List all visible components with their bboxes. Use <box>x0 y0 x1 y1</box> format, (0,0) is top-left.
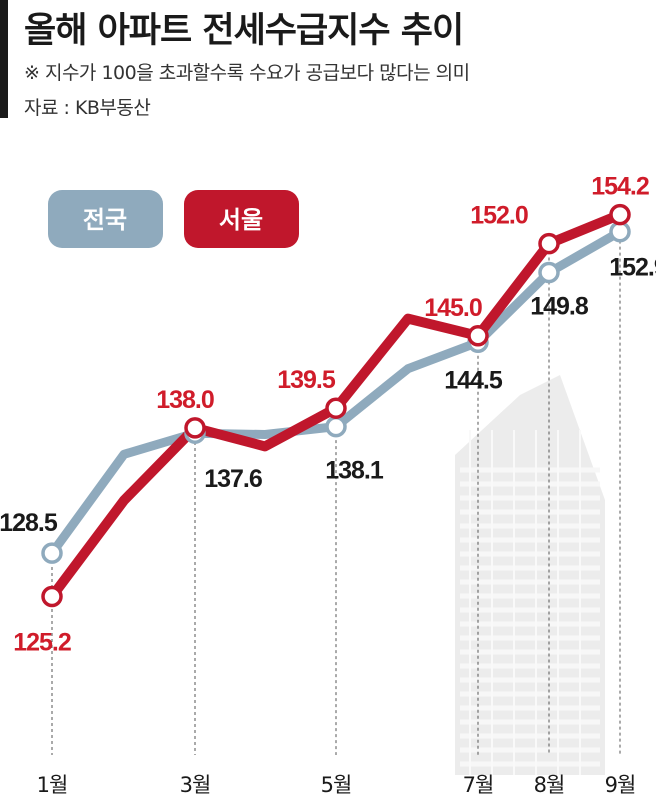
legend-swatch-national <box>48 190 163 248</box>
data-label-national-month-3: 137.6 <box>204 465 262 493</box>
marker-seoul-month-8 <box>538 232 560 255</box>
marker-seoul-month-3 <box>184 417 206 439</box>
x-tick-label-month-8: 8월 <box>534 773 565 797</box>
legend-label-national: 전국 <box>83 206 127 234</box>
chart-header: 올해 아파트 전세수급지수 추이 ※ 지수가 100을 초과할수록 수요가 공급… <box>0 0 656 120</box>
data-label-national-month-1: 128.5 <box>0 509 58 537</box>
chart-title: 올해 아파트 전세수급지수 추이 <box>24 11 464 51</box>
x-tick-label-month-1: 1월 <box>37 773 68 797</box>
background-building-illustration <box>455 375 605 775</box>
x-tick-label-month-3: 3월 <box>180 773 211 797</box>
marker-national-month-1 <box>41 542 63 564</box>
chart-subtitle: ※ 지수가 100을 초과할수록 수요가 공급보다 많다는 의미 <box>24 62 470 84</box>
chart-source: 자료 : KB부동산 <box>24 97 151 119</box>
x-tick-label-month-9: 9월 <box>605 773 636 797</box>
data-label-national-month-7: 144.5 <box>444 366 503 394</box>
x-tick-label-month-5: 5월 <box>321 773 352 797</box>
marker-seoul-month-1 <box>41 585 63 608</box>
data-label-national-month-8: 149.8 <box>530 293 589 321</box>
series-markers <box>41 203 631 608</box>
data-labels: 128.5 137.6 138.1 144.5 149.8 152.9 125.2 138.0… <box>0 173 656 657</box>
marker-national-month-9 <box>609 220 631 243</box>
data-label-seoul-month-3: 138.0 <box>156 386 214 414</box>
x-axis-tick-labels: 1월 3월 5월 7월 8월 9월 <box>37 773 637 797</box>
marker-seoul-month-5 <box>325 397 347 419</box>
legend: 전국 서울 <box>48 190 299 248</box>
marker-seoul-month-9 <box>609 203 631 226</box>
data-label-seoul-month-1: 125.2 <box>13 629 71 657</box>
data-label-national-month-5: 138.1 <box>325 457 384 485</box>
marker-seoul-month-7 <box>467 325 489 347</box>
marker-national-month-5 <box>325 415 347 438</box>
marker-national-month-8 <box>538 261 560 284</box>
data-label-seoul-month-5: 139.5 <box>277 366 336 394</box>
data-label-seoul-month-9: 154.2 <box>591 173 649 201</box>
title-accent-bar <box>0 0 8 118</box>
data-label-seoul-month-7: 145.0 <box>424 294 482 322</box>
data-label-national-month-9: 152.9 <box>609 254 656 282</box>
data-label-seoul-month-8: 152.0 <box>470 202 528 230</box>
legend-swatch-seoul <box>184 190 299 248</box>
legend-label-seoul: 서울 <box>219 206 263 234</box>
x-tick-label-month-7: 7월 <box>463 773 494 797</box>
